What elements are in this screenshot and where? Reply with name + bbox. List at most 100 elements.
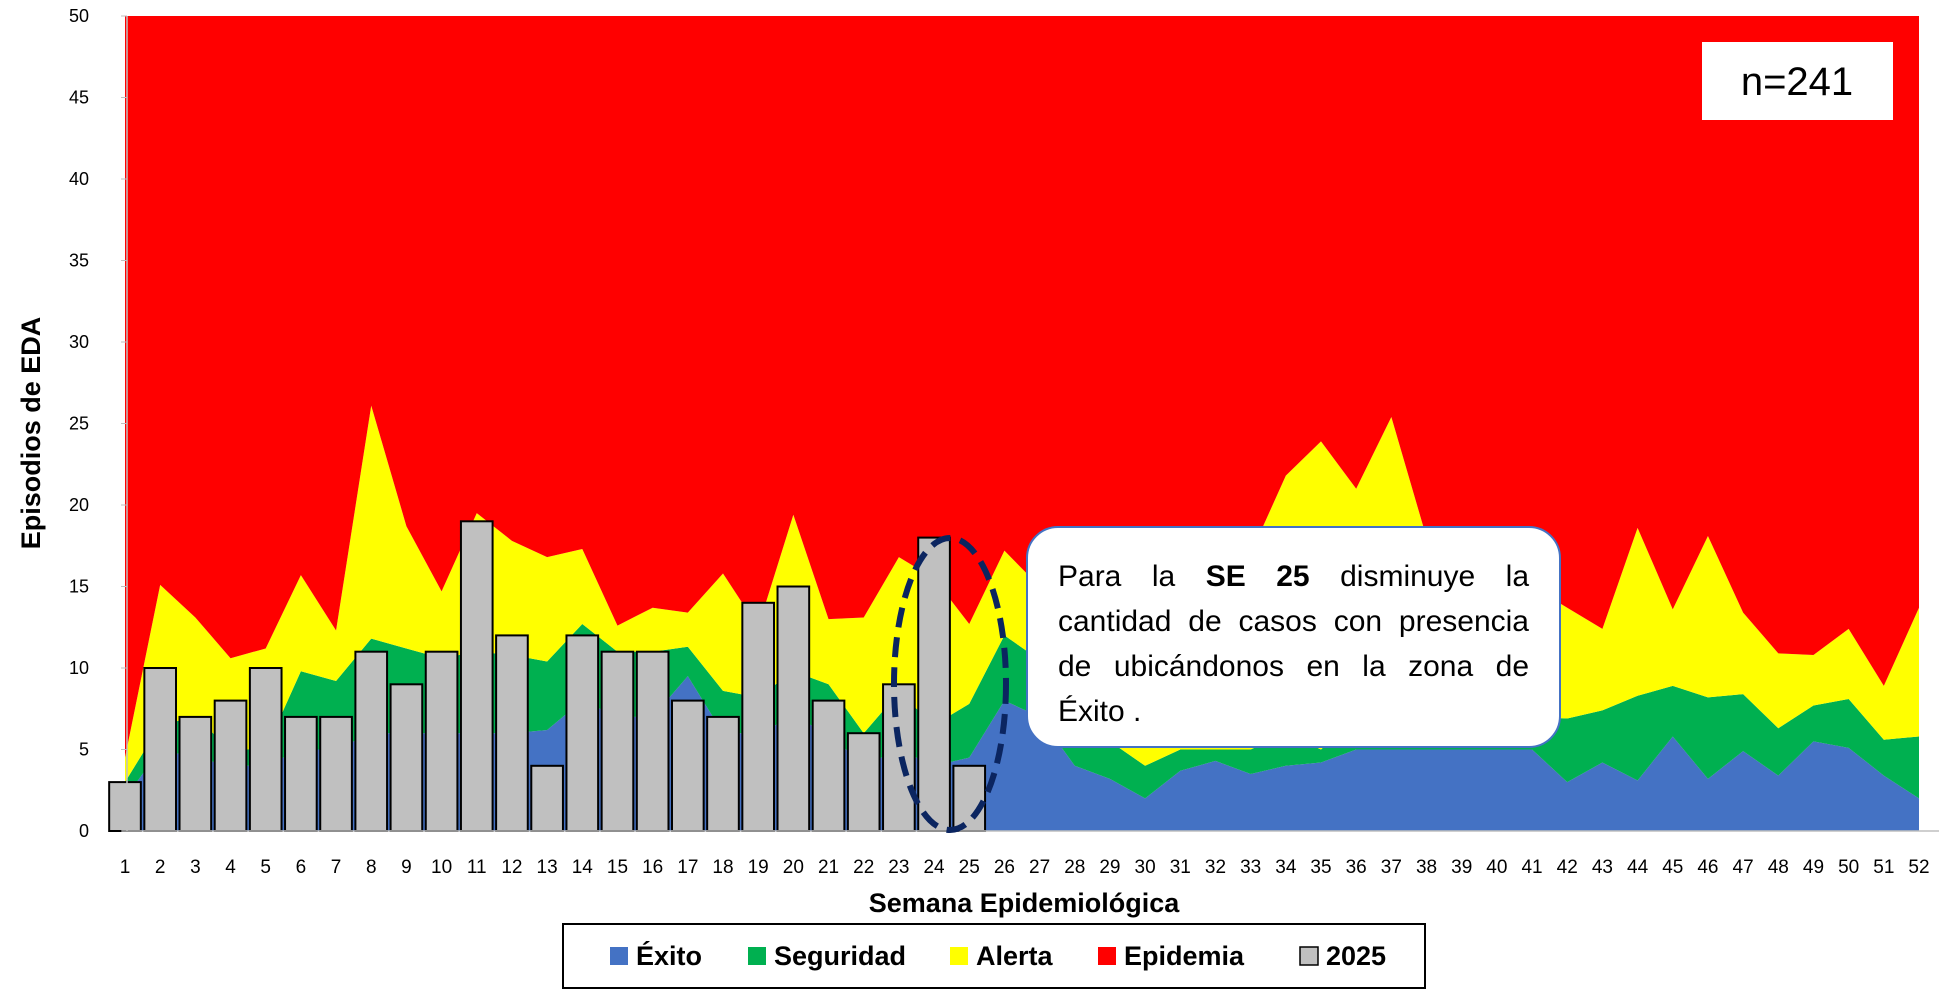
- x-tick-label: 15: [607, 857, 628, 878]
- x-tick-label: 2: [155, 857, 166, 878]
- x-tick-label: 28: [1064, 857, 1085, 878]
- legend-label: Éxito: [636, 940, 702, 971]
- x-tick-label: 9: [401, 857, 412, 878]
- legend-label: Alerta: [976, 941, 1054, 971]
- annotation-box: Para la SE 25 disminuye la cantidad de c…: [1026, 526, 1561, 748]
- bar: [670, 699, 705, 832]
- legend-swatch: [1299, 946, 1319, 966]
- annotation-text: disminuye la cantidad de casos con prese…: [1058, 560, 1530, 728]
- x-axis-title: Semana Epidemiológica: [869, 888, 1181, 918]
- bar: [108, 781, 142, 832]
- bar: [811, 699, 846, 832]
- x-tick-label: 50: [1838, 857, 1859, 878]
- x-tick-label: 16: [642, 857, 663, 878]
- highlight-ellipse: [891, 535, 1009, 833]
- bar: [846, 732, 881, 833]
- annotation-bold: SE 25: [1205, 560, 1310, 593]
- x-tick-label: 34: [1275, 857, 1297, 878]
- x-tick-label: 42: [1557, 857, 1578, 878]
- bar: [776, 585, 811, 832]
- legend-swatch: [1098, 947, 1116, 965]
- bar: [952, 764, 987, 832]
- bar: [143, 667, 178, 832]
- legend-swatch: [748, 947, 766, 965]
- x-tick-label: 8: [366, 857, 377, 878]
- x-tick-label: 6: [296, 857, 307, 878]
- y-tick-label: 20: [69, 495, 89, 515]
- bar: [319, 715, 353, 833]
- bar: [706, 715, 740, 833]
- y-tick-label: 5: [79, 740, 89, 760]
- y-tick-label: 10: [69, 658, 89, 678]
- y-tick-label: 40: [69, 169, 89, 189]
- x-tick-label: 33: [1240, 857, 1261, 878]
- bar: [459, 520, 494, 832]
- legend-label: Seguridad: [774, 941, 906, 971]
- legend-label: Epidemia: [1124, 941, 1245, 971]
- bar: [284, 715, 318, 833]
- x-tick-label: 47: [1733, 857, 1754, 878]
- x-tick-label: 27: [1029, 857, 1050, 878]
- legend-swatch: [950, 947, 968, 965]
- bar: [178, 715, 213, 833]
- y-tick-label: 35: [69, 251, 89, 271]
- legend-label: 2025: [1326, 941, 1386, 971]
- y-tick-label: 0: [79, 821, 89, 841]
- x-tick-label: 52: [1908, 857, 1929, 878]
- x-tick-label: 45: [1662, 857, 1683, 878]
- x-tick-label: 43: [1592, 857, 1613, 878]
- x-tick-label: 48: [1768, 857, 1789, 878]
- x-tick-label: 41: [1521, 857, 1542, 878]
- x-tick-label: 31: [1170, 857, 1191, 878]
- bar: [917, 536, 951, 832]
- y-tick-label: 15: [69, 577, 89, 597]
- x-tick-label: 30: [1135, 857, 1156, 878]
- x-tick-label: 35: [1310, 857, 1331, 878]
- x-tick-label: 4: [225, 857, 236, 878]
- x-tick-label: 23: [888, 857, 909, 878]
- x-tick-label: 17: [677, 857, 698, 878]
- x-tick-label: 25: [959, 857, 980, 878]
- x-tick-label: 11: [467, 857, 487, 878]
- x-tick-label: 40: [1486, 857, 1507, 878]
- y-tick-label: 30: [69, 332, 89, 352]
- x-tick-label: 39: [1451, 857, 1472, 878]
- x-tick-label: 7: [331, 857, 342, 878]
- x-tick-label: 38: [1416, 857, 1437, 878]
- x-tick-label: 1: [120, 857, 131, 878]
- y-tick-label: 45: [69, 88, 89, 108]
- bar: [530, 764, 564, 832]
- x-tick-label: 26: [994, 857, 1015, 878]
- x-tick-label: 10: [431, 857, 452, 878]
- x-tick-label: 14: [572, 857, 594, 878]
- y-axis-title: Episodios de EDA: [16, 317, 46, 550]
- annotation-text: Para la: [1058, 560, 1206, 593]
- bar: [248, 667, 283, 832]
- x-tick-label: 20: [783, 857, 804, 878]
- bar: [495, 634, 529, 833]
- bar: [389, 683, 424, 832]
- legend-swatch: [610, 947, 628, 965]
- x-tick-label: 32: [1205, 857, 1226, 878]
- x-tick-label: 5: [260, 857, 271, 878]
- x-tick-label: 3: [190, 857, 201, 878]
- x-tick-label: 44: [1627, 857, 1649, 878]
- x-tick-label: 19: [748, 857, 769, 878]
- n-box: [1702, 42, 1893, 120]
- bar: [741, 601, 776, 832]
- bar: [354, 650, 389, 833]
- x-tick-label: 37: [1381, 857, 1402, 878]
- x-tick-label: 24: [923, 857, 945, 878]
- x-tick-label: 46: [1697, 857, 1718, 878]
- y-tick-label: 25: [69, 414, 89, 434]
- x-tick-label: 36: [1346, 857, 1367, 878]
- x-tick-label: 21: [818, 857, 839, 878]
- legend-box: [562, 923, 1426, 989]
- x-tick-label: 51: [1873, 857, 1894, 878]
- x-tick-label: 29: [1099, 857, 1120, 878]
- bar: [600, 650, 635, 833]
- x-tick-label: 49: [1803, 857, 1824, 878]
- bar: [565, 634, 600, 833]
- x-tick-label: 22: [853, 857, 874, 878]
